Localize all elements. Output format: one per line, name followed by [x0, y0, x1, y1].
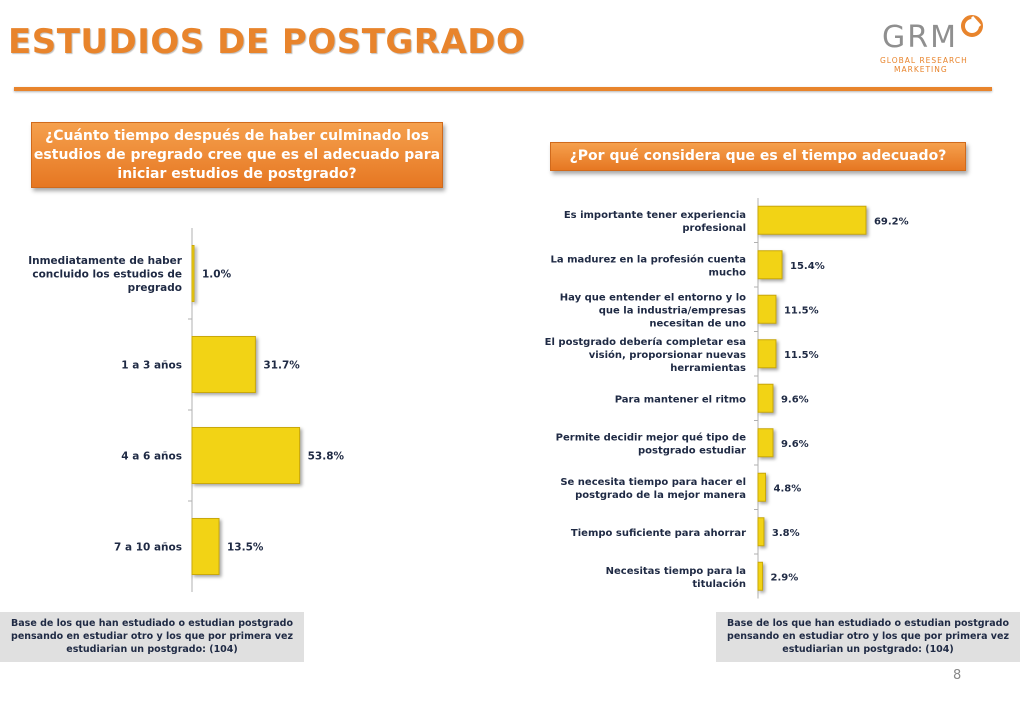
data-label: 3.8% [772, 528, 800, 539]
base-note-right: Base de los que han estudiado o estudian… [716, 612, 1020, 662]
bar [758, 429, 773, 457]
category-label: Tiempo suficiente para ahorrar [571, 528, 746, 539]
base-note-left: Base de los que han estudiado o estudian… [0, 612, 304, 662]
data-label: 9.6% [781, 394, 809, 405]
bar [758, 562, 763, 590]
data-label: 11.5% [784, 305, 819, 316]
category-label: Permite decidir mejor qué tipo de postgra… [556, 431, 747, 456]
category-label: Para mantener el ritmo [615, 394, 746, 405]
category-label: Es importante tener experiencia profesion… [564, 210, 746, 234]
category-label: Se necesita tiempo para hacer el postgrad… [560, 477, 746, 501]
data-label: 4.8% [773, 483, 801, 494]
category-label: El postgrado debería completar esa visión… [545, 336, 746, 374]
category-label: La madurez en la profesión cuenta mucho [550, 253, 746, 278]
bar [758, 206, 866, 234]
category-label: Necesitas tiempo para la titulación [606, 566, 746, 590]
data-label: 2.9% [771, 572, 799, 583]
reasons-bar-chart: 69.2% Es importante tener experiencia prof… [0, 0, 1024, 600]
bar [758, 384, 773, 412]
page-number: 8 [953, 668, 961, 683]
bar [758, 251, 782, 279]
bar [758, 473, 765, 501]
data-label: 9.6% [781, 439, 809, 450]
bar [758, 518, 764, 546]
category-label: Hay que entender el entorno y lo que la i… [560, 292, 746, 329]
bar [758, 340, 776, 368]
data-label: 15.4% [790, 261, 825, 272]
data-label: 11.5% [784, 350, 819, 361]
bar [758, 295, 776, 323]
data-label: 69.2% [874, 216, 909, 227]
